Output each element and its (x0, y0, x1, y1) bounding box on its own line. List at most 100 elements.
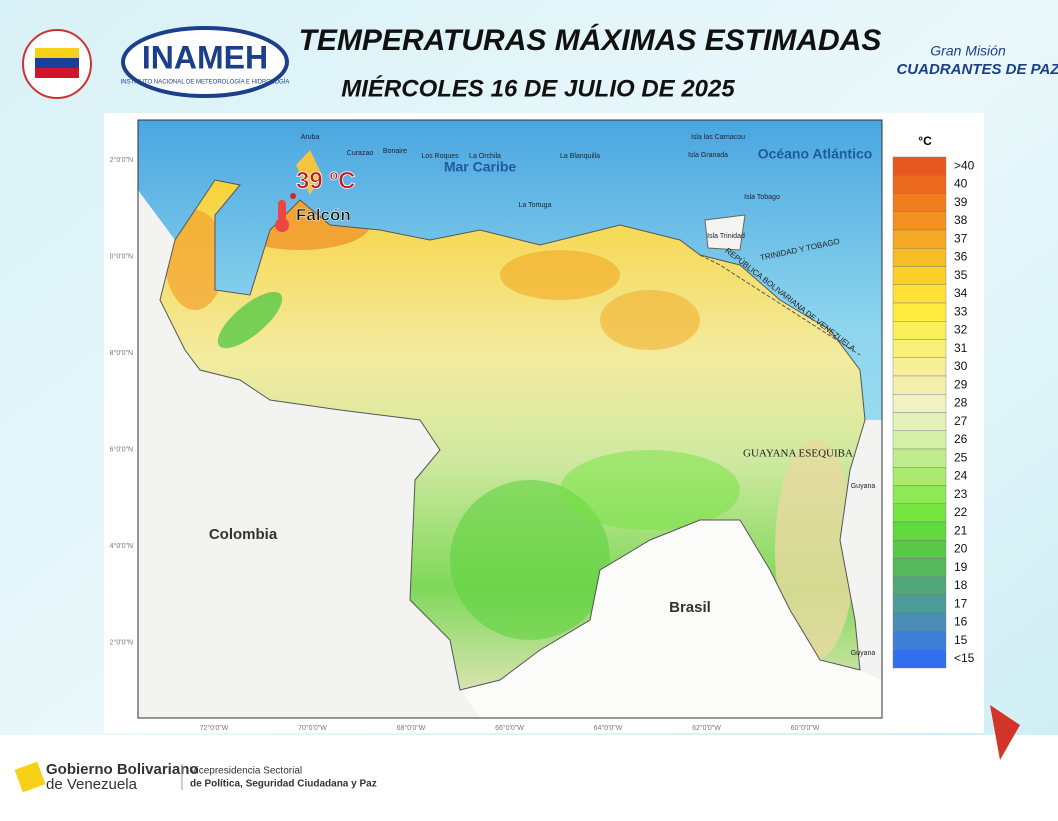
island-label: Isla las Carriacou (691, 134, 745, 141)
title: TEMPERATURAS MÁXIMAS ESTIMADAS (299, 23, 882, 57)
island-label: Curazao (347, 150, 374, 157)
legend-swatch (892, 339, 947, 358)
island-label: Isla Tobago (744, 194, 780, 201)
legend-label: 24 (954, 469, 968, 483)
legend-unit: °C (918, 134, 932, 148)
legend-swatch (892, 357, 947, 377)
legend-label: 20 (954, 542, 968, 556)
legend-swatch (892, 521, 947, 541)
island-label: Guyana (851, 483, 876, 490)
legend-label: 28 (954, 396, 968, 410)
subtitle: MIÉRCOLES 16 DE JULIO DE 2025 (341, 74, 735, 102)
legend-label: 29 (954, 377, 968, 391)
vice-text: de Política, Seguridad Ciudadana y Paz (190, 779, 377, 790)
cool (450, 480, 610, 640)
legend-swatch (892, 248, 947, 267)
legend-swatch (892, 540, 947, 559)
region-label: Colombia (209, 526, 278, 543)
legend-swatch (892, 649, 947, 669)
island-label: La Orchila (469, 153, 501, 160)
legend-label: 15 (954, 633, 968, 647)
thermometer (278, 200, 286, 222)
bicentennial-logo (990, 705, 1020, 760)
lon-label: 62°0'0"W (692, 724, 721, 732)
highlight-place: Falcón (296, 205, 351, 224)
legend-label: 19 (954, 560, 968, 574)
legend-swatch (892, 284, 947, 304)
lat-label: 8°0'0"N (110, 349, 133, 357)
legend-swatch (892, 467, 947, 486)
legend-label: 22 (954, 505, 968, 519)
flag (35, 58, 79, 68)
guyana (840, 420, 882, 680)
island-label: Isla Trinidad (707, 233, 745, 240)
logo-right-top: Gran Misión (930, 43, 1006, 59)
map-frame (137, 119, 883, 719)
legend-swatch (892, 503, 947, 523)
logo-caption: INSTITUTO NACIONAL DE METEOROLOGÍA E HID… (121, 79, 290, 86)
dry (775, 440, 855, 660)
legend-label: 23 (954, 487, 968, 501)
legend-label: 38 (954, 213, 968, 227)
gov-logo (14, 761, 46, 793)
lat-label: 6°0'0"N (110, 445, 133, 453)
island-labels: Aruba Curazao Bonaire Los Roques La Orchila L… (301, 134, 876, 657)
legend-swatch (892, 321, 947, 340)
legend-swatch (892, 394, 947, 413)
island-label: Bonaire (383, 148, 407, 155)
inameh-logo (121, 26, 289, 98)
island-label: Guyana (851, 650, 876, 657)
legend: >40 40 39 38 37 36 35 34 33 32 31 30 29 28 27 26 25 24 23 2… (892, 156, 975, 669)
lon-label: 72°0'0"W (200, 724, 229, 732)
heat (600, 290, 700, 350)
legend-swatch (892, 430, 947, 450)
legend-label: 18 (954, 578, 968, 592)
footer-band (0, 735, 1058, 816)
logo-right-main: CUADRANTES DE PAZ (896, 61, 1058, 78)
legend-label: 35 (954, 268, 968, 282)
heat (165, 210, 225, 310)
heat (500, 250, 620, 300)
maritime-border (699, 254, 861, 356)
legend-swatch (892, 266, 947, 285)
region-label: Mar Caribe (444, 159, 517, 175)
legend-label: 21 (954, 523, 968, 537)
flag (35, 68, 79, 78)
legend-swatch (892, 229, 947, 249)
legend-label: 32 (954, 323, 968, 337)
legend-swatch (892, 613, 947, 632)
legend-swatch (892, 576, 947, 596)
lat-label: 4°0'0"N (110, 542, 133, 550)
point (290, 193, 296, 199)
legend-label: <15 (954, 651, 975, 665)
legend-label: >40 (954, 158, 975, 172)
gov-text: Gobierno Bolivariano (46, 761, 199, 778)
legend-label: 34 (954, 286, 968, 300)
legend-label: 26 (954, 432, 968, 446)
legend-swatch (892, 558, 947, 577)
legend-swatch (892, 485, 947, 504)
legend-label: 17 (954, 596, 968, 610)
lat-label: 2°0'0"N (110, 156, 133, 164)
brasil (460, 520, 882, 718)
legend-label: 33 (954, 304, 968, 318)
region-label: GUAYANA ESEQUIBA (743, 448, 853, 460)
cool (217, 291, 283, 349)
lon-label: 70°0'0"W (298, 724, 327, 732)
legend-label: 25 (954, 450, 968, 464)
island-label: Isla Granada (688, 152, 728, 159)
logo-text: INAMEH (142, 39, 268, 75)
lon-label: 66°0'0"W (495, 724, 524, 732)
legend-swatch (892, 412, 947, 431)
island-label: Aruba (301, 134, 320, 141)
legend-label: 31 (954, 341, 968, 355)
legend-swatch (892, 594, 947, 614)
thermometer (275, 218, 289, 232)
legend-swatch (892, 448, 947, 468)
legend-label: 36 (954, 250, 968, 264)
lat-label: 0°0'0"N (110, 252, 133, 260)
legend-label: 37 (954, 231, 968, 245)
legend-label: 16 (954, 615, 968, 629)
legend-swatch (892, 156, 947, 176)
